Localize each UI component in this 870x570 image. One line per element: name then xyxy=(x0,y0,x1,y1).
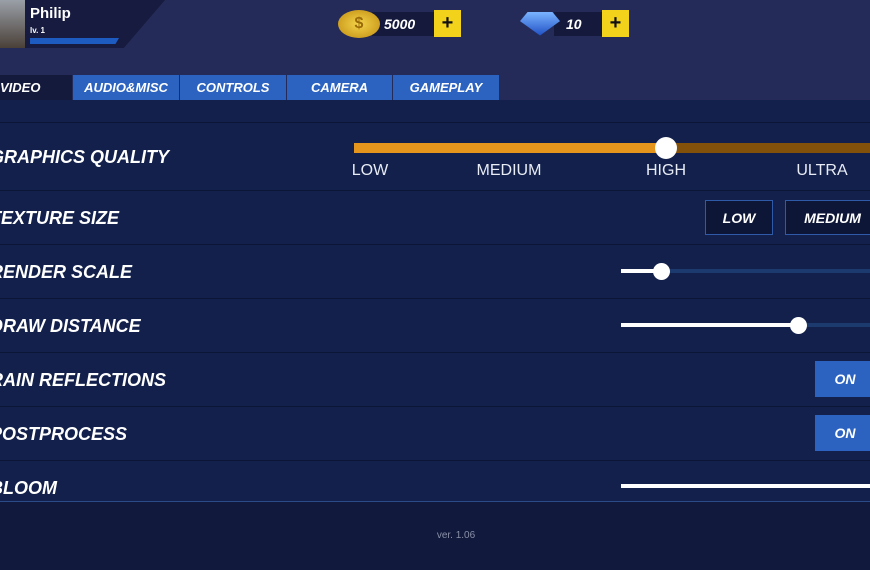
row-bloom: BLOOM xyxy=(0,460,870,502)
graphics-quality-fill xyxy=(354,143,666,153)
graphics-quality-slider[interactable] xyxy=(354,137,870,159)
coin-amount: 5000 xyxy=(372,11,434,36)
row-draw-distance: DRAW DISTANCE xyxy=(0,298,870,352)
tab-gameplay[interactable]: GAMEPLAY xyxy=(393,75,499,100)
row-rain-reflections: RAIN REFLECTIONS xyxy=(0,352,870,406)
texture-medium-button[interactable]: MEDIUM xyxy=(785,200,870,235)
tab-camera[interactable]: CAMERA xyxy=(287,75,392,100)
version-label: ver. 1.06 xyxy=(436,530,476,541)
add-coins-button[interactable]: + xyxy=(434,10,461,37)
texture-low-button[interactable]: LOW xyxy=(705,200,773,235)
add-gems-button[interactable]: + xyxy=(602,10,629,37)
settings-panel xyxy=(0,100,870,502)
gem-counter: 10 + xyxy=(520,10,629,37)
slider-fill xyxy=(621,323,798,327)
quality-option-high[interactable]: HIGH xyxy=(646,162,686,179)
row-texture-size: TEXTURE SIZE xyxy=(0,190,870,244)
xp-bar xyxy=(30,38,119,44)
setting-label: GRAPHICS QUALITY xyxy=(0,147,170,167)
setting-label: DRAW DISTANCE xyxy=(0,316,141,336)
avatar xyxy=(0,0,25,48)
profile-card[interactable]: Philip lv. 1 xyxy=(0,0,165,48)
slider-knob[interactable] xyxy=(652,262,670,280)
quality-option-low[interactable]: LOW xyxy=(351,162,389,179)
render-scale-slider[interactable] xyxy=(621,262,870,280)
setting-label: BLOOM xyxy=(0,478,57,498)
slider-fill xyxy=(621,484,870,488)
setting-label: RAIN REFLECTIONS xyxy=(0,370,167,390)
quality-option-medium[interactable]: MEDIUM xyxy=(476,162,542,179)
graphics-quality-knob[interactable] xyxy=(655,137,677,159)
setting-label: TEXTURE SIZE xyxy=(0,208,120,228)
tab-video[interactable]: VIDEO xyxy=(0,75,72,100)
row-render-scale: RENDER SCALE xyxy=(0,244,870,298)
slider-knob[interactable] xyxy=(789,316,807,334)
setting-label: RENDER SCALE xyxy=(0,262,133,282)
row-postprocess: POSTPROCESS xyxy=(0,406,870,460)
footer xyxy=(0,502,870,570)
row-graphics-quality: GRAPHICS QUALITY xyxy=(0,122,870,190)
slider-fill xyxy=(621,269,661,273)
bloom-slider[interactable] xyxy=(621,484,870,488)
gem-amount: 10 xyxy=(554,11,602,36)
player-level: lv. 1 xyxy=(30,26,45,35)
tab-controls[interactable]: CONTROLS xyxy=(180,75,286,100)
coin-icon: $ xyxy=(338,9,380,38)
quality-option-ultra[interactable]: ULTRA xyxy=(796,162,848,179)
rain-reflections-toggle[interactable]: ON xyxy=(815,361,870,397)
draw-distance-slider[interactable] xyxy=(621,316,870,334)
settings-tabs: VIDEO AUDIO&MISC CONTROLS CAMERA GAMEPLA… xyxy=(0,75,500,100)
tab-audio-misc[interactable]: AUDIO&MISC xyxy=(73,75,179,100)
postprocess-toggle[interactable]: ON xyxy=(815,415,870,451)
player-name: Philip xyxy=(30,5,71,22)
coin-counter: $ 5000 + xyxy=(338,9,461,38)
setting-label: POSTPROCESS xyxy=(0,424,128,444)
